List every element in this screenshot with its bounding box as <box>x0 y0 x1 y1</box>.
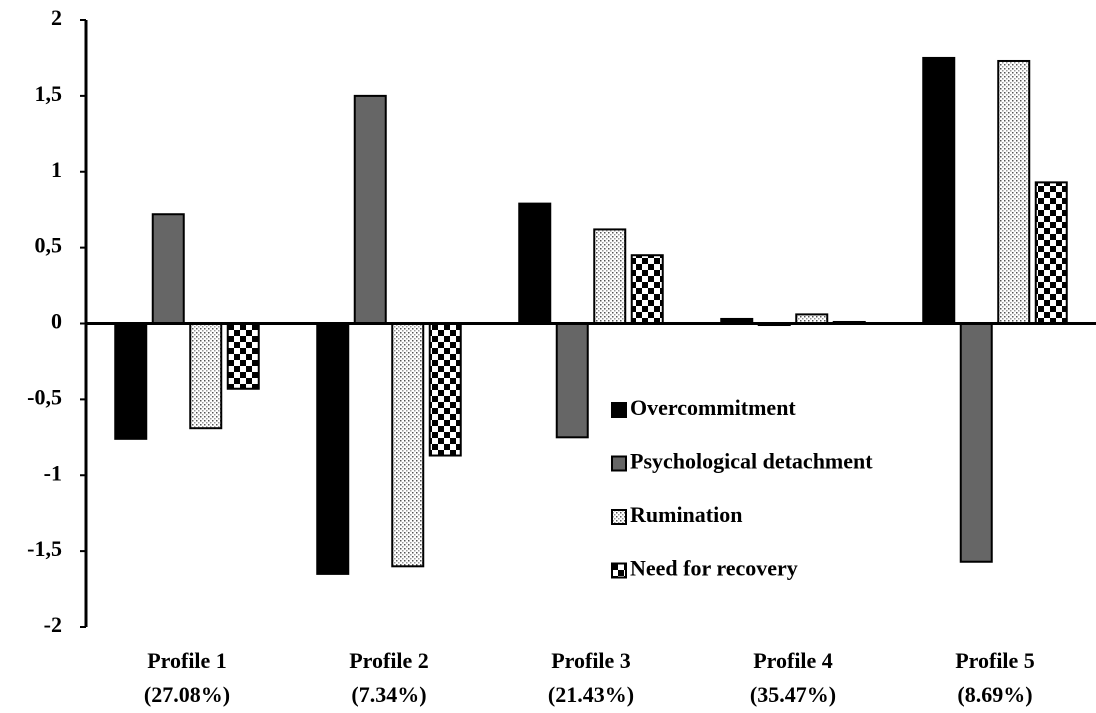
bar <box>428 322 462 457</box>
x-tick-label: Profile 5 <box>955 648 1035 673</box>
y-tick-label: -0,5 <box>27 384 62 409</box>
bar <box>518 202 552 325</box>
legend-swatch <box>611 402 627 418</box>
y-tick-label: 2 <box>51 5 62 30</box>
legend-swatch <box>611 509 627 525</box>
bar <box>1034 181 1068 325</box>
y-tick-label: 0,5 <box>35 233 63 258</box>
x-tick-label: Profile 2 <box>349 648 429 673</box>
legend-swatch <box>611 455 627 472</box>
x-tick-label: Profile 3 <box>551 648 631 673</box>
legend-label: Overcommitment <box>630 395 796 420</box>
bar <box>922 56 956 325</box>
y-tick-label: 0 <box>51 309 62 334</box>
y-tick-label: 1,5 <box>35 81 63 106</box>
x-tick-label: (35.47%) <box>750 682 836 707</box>
bar <box>151 213 185 325</box>
bar <box>391 322 425 568</box>
legend-label: Rumination <box>630 502 742 527</box>
bar <box>114 322 148 440</box>
legend-label: Need for recovery <box>630 556 798 581</box>
bar <box>189 322 223 430</box>
bar <box>353 94 387 325</box>
bar <box>555 322 589 439</box>
bar <box>226 322 260 390</box>
bar <box>959 322 993 563</box>
legend-swatch <box>611 562 627 579</box>
x-tick-label: (27.08%) <box>144 682 230 707</box>
bar <box>630 254 664 325</box>
x-tick-label: (7.34%) <box>351 682 426 707</box>
y-tick-label: -2 <box>44 612 62 637</box>
x-tick-label: (21.43%) <box>548 682 634 707</box>
y-tick-label: -1,5 <box>27 536 62 561</box>
x-tick-label: Profile 1 <box>147 648 227 673</box>
bar <box>316 322 350 575</box>
x-tick-label: (8.69%) <box>957 682 1032 707</box>
x-tick-label: Profile 4 <box>753 648 833 673</box>
bar <box>997 59 1031 325</box>
bar <box>593 228 627 325</box>
y-tick-label: 1 <box>51 157 62 182</box>
legend-label: Psychological detachment <box>630 449 873 474</box>
y-tick-label: -1 <box>44 460 62 485</box>
